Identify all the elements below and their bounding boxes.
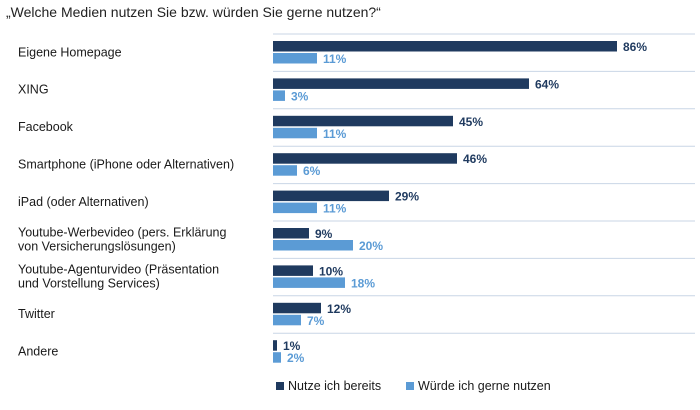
- data-label: 29%: [395, 190, 419, 204]
- bar-wuerde-ich-gerne-nutzen: [273, 165, 297, 176]
- bar-nutze-ich-bereits: [273, 41, 617, 52]
- category-label: Smartphone (iPhone oder Alternativen): [18, 157, 234, 171]
- bar-wuerde-ich-gerne-nutzen: [273, 127, 317, 139]
- category-label-line: Twitter: [18, 307, 55, 321]
- bar-wuerde-ich-gerne-nutzen: [273, 277, 345, 288]
- data-label: 64%: [535, 77, 559, 91]
- category-label: Facebook: [18, 120, 74, 134]
- category-label: Youtube-Agenturvideo (Präsentation und Vo…: [18, 263, 219, 291]
- category-label-line: Facebook: [18, 120, 74, 134]
- category-label: iPad (oder Alternativen): [18, 195, 149, 209]
- legend-label: Würde ich gerne nutzen: [418, 379, 551, 393]
- bar-wuerde-ich-gerne-nutzen: [273, 352, 281, 363]
- bar-wuerde-ich-gerne-nutzen: [273, 202, 317, 214]
- data-label: 2%: [287, 351, 305, 365]
- category-label-line: von Versicherungslösungen): [18, 239, 176, 253]
- category-label: XING: [18, 83, 49, 97]
- category-label-line: Youtube-Agenturvideo (Präsentation: [18, 263, 219, 277]
- category-label-line: iPad (oder Alternativen): [18, 195, 149, 209]
- category-label: Eigene Homepage: [18, 45, 122, 59]
- data-label: 20%: [359, 239, 383, 253]
- legend-label: Nutze ich bereits: [288, 379, 381, 393]
- data-label: 45%: [459, 115, 483, 129]
- data-label: 10%: [319, 264, 343, 278]
- data-label: 86%: [623, 40, 647, 54]
- chart-title: „Welche Medien nutzen Sie bzw. würden Si…: [6, 4, 381, 20]
- chart-rows: Eigene Homepage 86% 11% XING 64% 3% Facebook 45…: [18, 33, 695, 365]
- category-label: Youtube-Werbevideo (pers. Erklärung von V…: [18, 225, 227, 253]
- data-label: 18%: [351, 276, 375, 290]
- data-label: 7%: [307, 314, 325, 328]
- bar-nutze-ich-bereits: [273, 228, 309, 239]
- bar-wuerde-ich-gerne-nutzen: [273, 314, 301, 326]
- data-label: 12%: [327, 302, 351, 316]
- bar-nutze-ich-bereits: [273, 115, 453, 127]
- category-label-line: XING: [18, 83, 49, 97]
- category-label-line: Andere: [18, 344, 58, 358]
- bar-nutze-ich-bereits: [273, 302, 321, 314]
- bar-nutze-ich-bereits: [273, 153, 457, 164]
- bar-nutze-ich-bereits: [273, 190, 389, 202]
- data-label: 9%: [315, 227, 333, 241]
- category-label: Andere: [18, 344, 58, 358]
- data-label: 46%: [463, 152, 487, 166]
- legend-swatch: [276, 382, 284, 390]
- category-label-line: und Vorstellung Services): [18, 277, 160, 291]
- category-label: Twitter: [18, 307, 55, 321]
- data-label: 11%: [323, 52, 347, 66]
- legend-swatch: [406, 382, 414, 390]
- bar-nutze-ich-bereits: [273, 265, 313, 276]
- bar-nutze-ich-bereits: [273, 340, 277, 351]
- bar-wuerde-ich-gerne-nutzen: [273, 90, 285, 101]
- data-label: 1%: [283, 339, 301, 353]
- bar-wuerde-ich-gerne-nutzen: [273, 53, 317, 64]
- data-label: 11%: [323, 127, 347, 141]
- data-label: 6%: [303, 164, 321, 178]
- data-label: 11%: [323, 202, 347, 216]
- chart-legend: Nutze ich bereits Würde ich gerne nutzen: [276, 379, 551, 393]
- data-label: 3%: [291, 89, 309, 103]
- category-label-line: Youtube-Werbevideo (pers. Erklärung: [18, 225, 227, 239]
- category-label-line: Eigene Homepage: [18, 45, 122, 59]
- category-label-line: Smartphone (iPhone oder Alternativen): [18, 157, 234, 171]
- bar-wuerde-ich-gerne-nutzen: [273, 240, 353, 251]
- bar-nutze-ich-bereits: [273, 78, 529, 89]
